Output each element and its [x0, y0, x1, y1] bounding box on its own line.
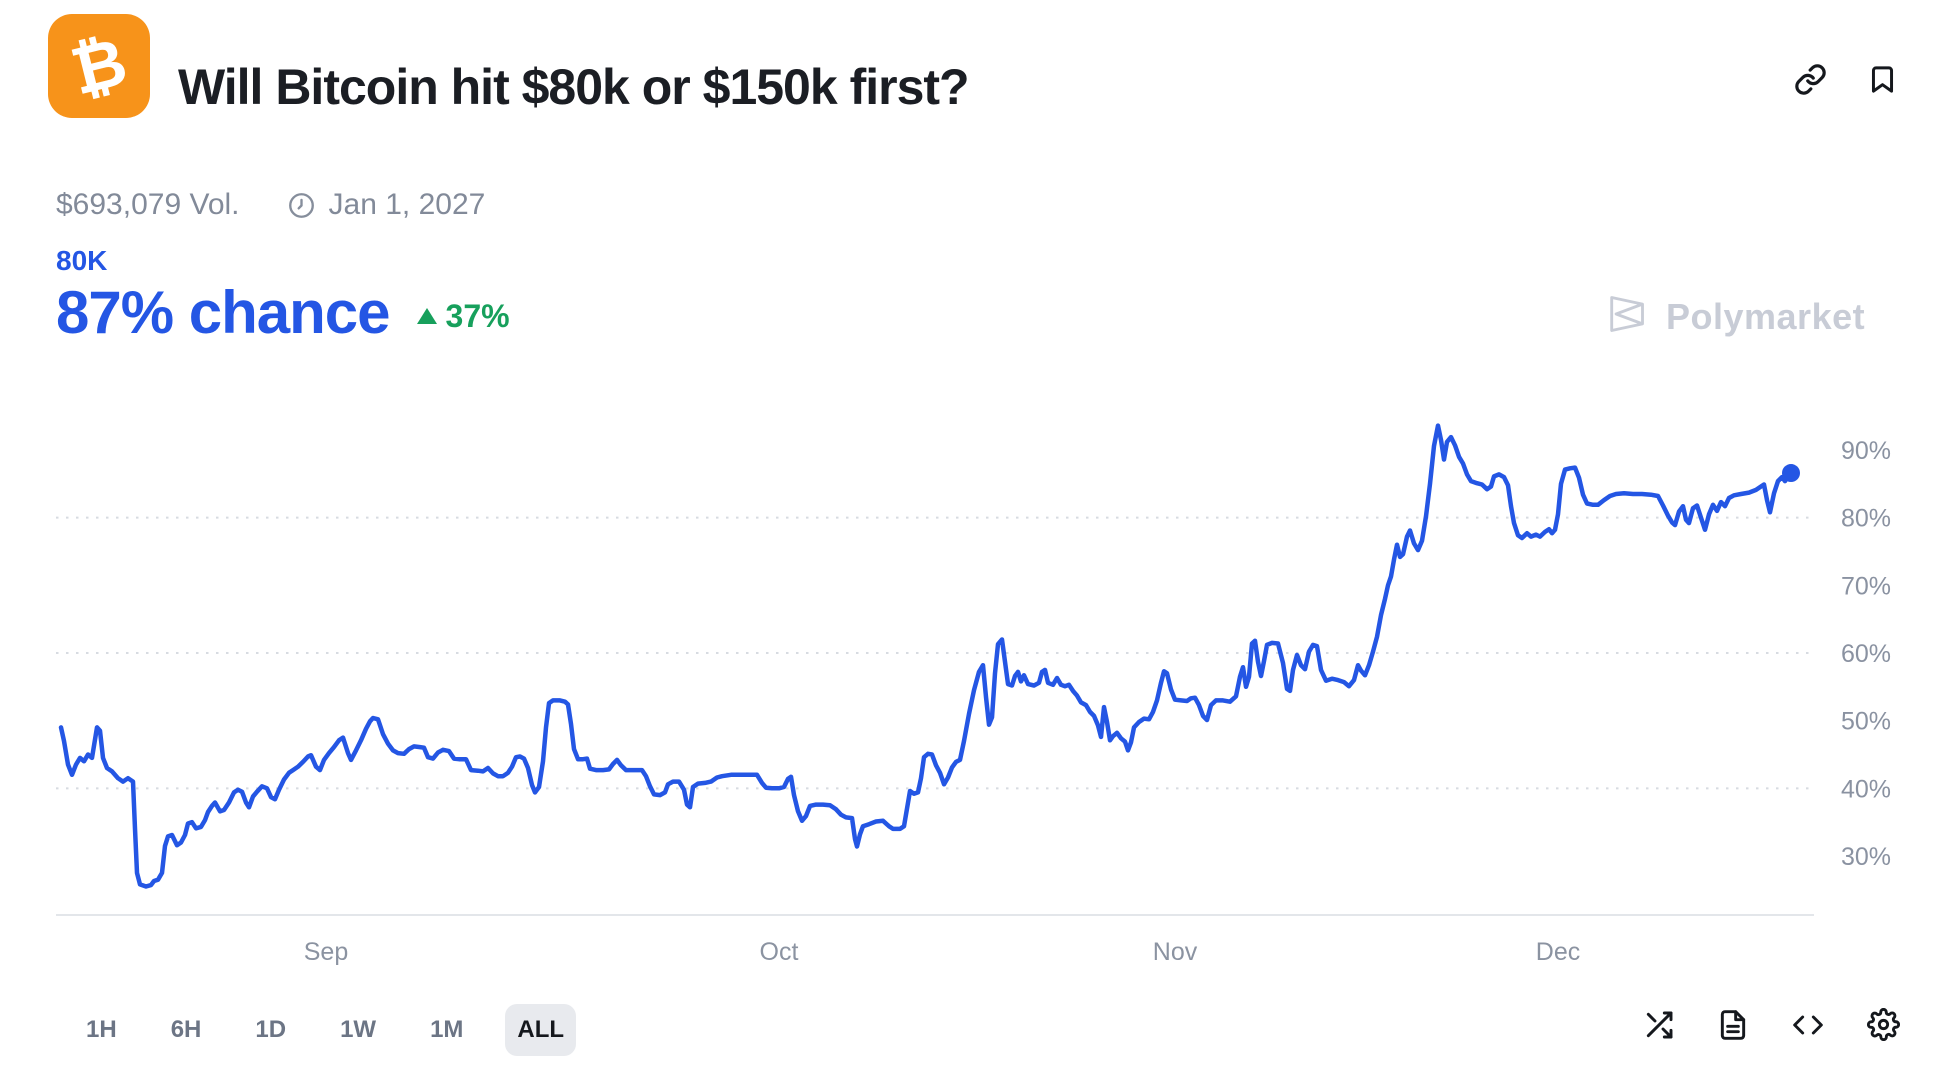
- copy-link-button[interactable]: [1794, 62, 1827, 97]
- time-range-controls: 1H 6H 1D 1W 1M ALL: [74, 1003, 577, 1056]
- market-icon: ₿: [48, 14, 150, 118]
- bitcoin-icon: ₿: [63, 23, 135, 109]
- y-tick-label: 40%: [1841, 775, 1891, 803]
- clock-icon: [288, 192, 315, 219]
- link-icon: [1794, 63, 1827, 96]
- header-actions: [1794, 62, 1898, 97]
- x-tick-label-sep: Sep: [304, 938, 348, 966]
- y-tick-label: 70%: [1841, 572, 1891, 600]
- market-title: Will Bitcoin hit $80k or $150k first?: [178, 59, 970, 115]
- footer-tools: [1643, 1008, 1900, 1041]
- end-date-text: Jan 1, 2027: [328, 188, 486, 221]
- chance-delta: 37%: [416, 298, 510, 335]
- y-tick-label: 50%: [1841, 708, 1891, 736]
- polymarket-wordmark: Polymarket: [1666, 295, 1866, 337]
- y-tick-label: 60%: [1841, 640, 1891, 668]
- bookmark-button[interactable]: [1867, 62, 1898, 97]
- chance-value: 87% chance: [56, 279, 391, 346]
- gear-icon: [1867, 1008, 1900, 1041]
- embed-button[interactable]: [1791, 1008, 1825, 1041]
- polymarket-logo-icon: [1604, 290, 1648, 343]
- range-button-1d[interactable]: 1D: [243, 1004, 298, 1056]
- range-button-6h[interactable]: 6H: [159, 1004, 214, 1056]
- document-icon: [1717, 1009, 1749, 1041]
- x-tick-label-dec: Dec: [1536, 938, 1580, 966]
- y-tick-label: 30%: [1841, 843, 1891, 871]
- current-value-dot: [1782, 464, 1800, 483]
- shuffle-button[interactable]: [1643, 1008, 1675, 1041]
- y-tick-label: 80%: [1841, 505, 1891, 533]
- meta-row: $693,079 Vol. Jan 1, 2027: [56, 188, 485, 222]
- x-tick-label-nov: Nov: [1153, 938, 1198, 966]
- chance-delta-value: 37%: [445, 297, 510, 334]
- range-button-1h[interactable]: 1H: [74, 1004, 129, 1056]
- range-button-all[interactable]: ALL: [505, 1003, 577, 1056]
- probability-line: [58, 423, 1794, 889]
- shuffle-icon: [1643, 1009, 1675, 1041]
- outcome-label: 80K: [56, 245, 108, 276]
- volume-text: $693,079 Vol.: [56, 188, 240, 221]
- chance-row: 87% chance 37%: [56, 281, 510, 345]
- y-tick-label: 90%: [1841, 437, 1891, 465]
- rules-button[interactable]: [1717, 1008, 1749, 1041]
- x-tick-label-oct: Oct: [760, 938, 799, 966]
- range-button-1w[interactable]: 1W: [328, 1004, 388, 1056]
- code-icon: [1791, 1009, 1825, 1041]
- polymarket-watermark: Polymarket: [1604, 290, 1865, 343]
- settings-button[interactable]: [1867, 1008, 1900, 1041]
- range-button-1m[interactable]: 1M: [418, 1004, 475, 1056]
- bookmark-icon: [1867, 62, 1898, 97]
- arrow-up-icon: [416, 308, 437, 324]
